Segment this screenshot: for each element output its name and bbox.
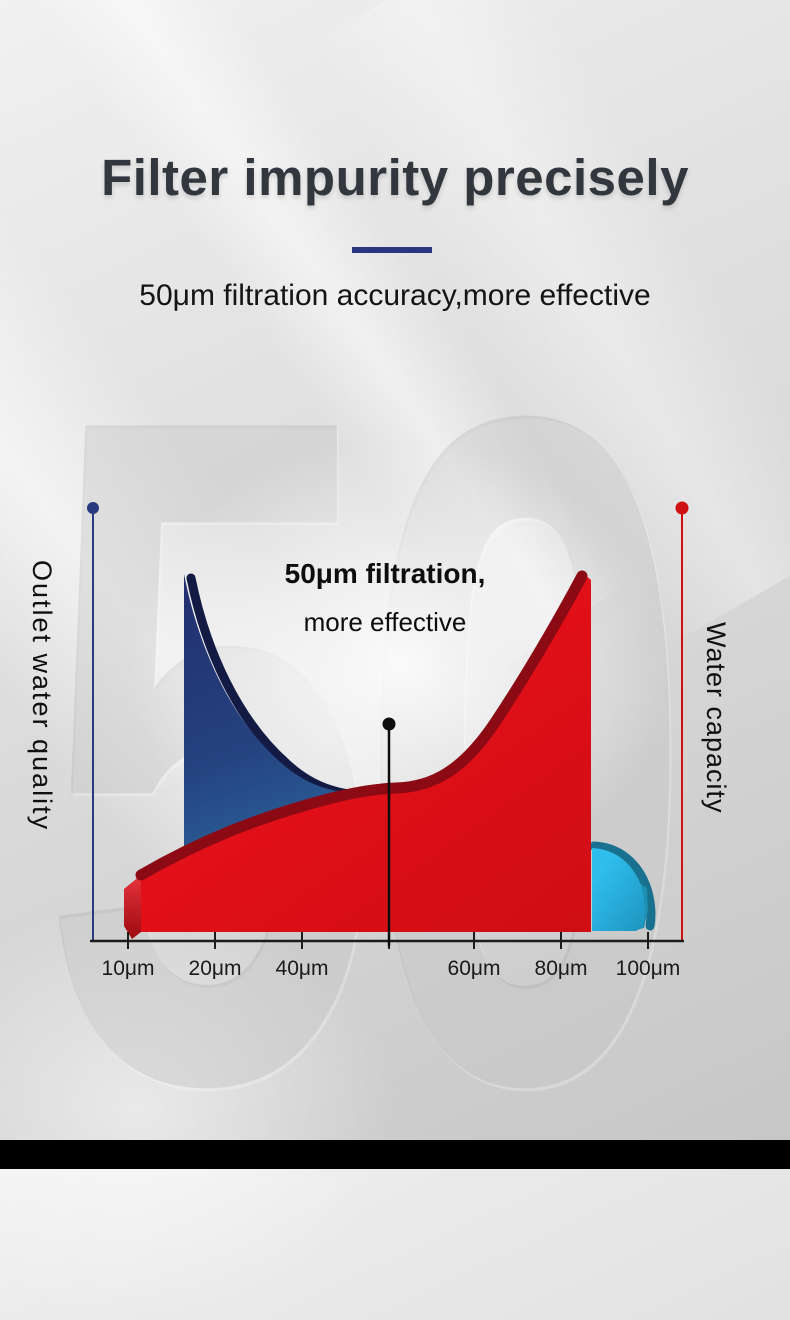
cyan-area-bevel xyxy=(589,841,656,931)
y-axis-right-label: Water capacity xyxy=(701,622,731,814)
annotation-line1: 50μm filtration, xyxy=(284,558,486,589)
marker-dot-50um xyxy=(382,717,396,731)
left-axis-dot xyxy=(87,502,99,514)
title-underline-bar xyxy=(352,247,432,253)
x-tick-label-10um: 10μm xyxy=(101,957,155,980)
x-tick-label-40um: 40μm xyxy=(275,957,329,980)
right-axis-dot xyxy=(675,501,689,515)
x-tick-label-80um: 80μm xyxy=(534,957,588,980)
page-title: Filter impurity precisely xyxy=(101,149,689,206)
page-subtitle: 50μm filtration accuracy,more effective xyxy=(139,279,651,312)
bottom-black-bar xyxy=(0,1140,790,1169)
cyan-area xyxy=(592,848,645,931)
red-area-side-face xyxy=(124,875,141,939)
x-tick-label-100um: 100μm xyxy=(615,957,681,980)
x-tick-label-20um: 20μm xyxy=(188,957,242,980)
y-axis-left-label: Outlet water quality xyxy=(27,560,57,832)
x-tick-label-60um: 60μm xyxy=(447,957,501,980)
annotation-line2: more effective xyxy=(303,607,467,637)
chart-annotation: 50μm filtration, more effective xyxy=(185,558,585,638)
